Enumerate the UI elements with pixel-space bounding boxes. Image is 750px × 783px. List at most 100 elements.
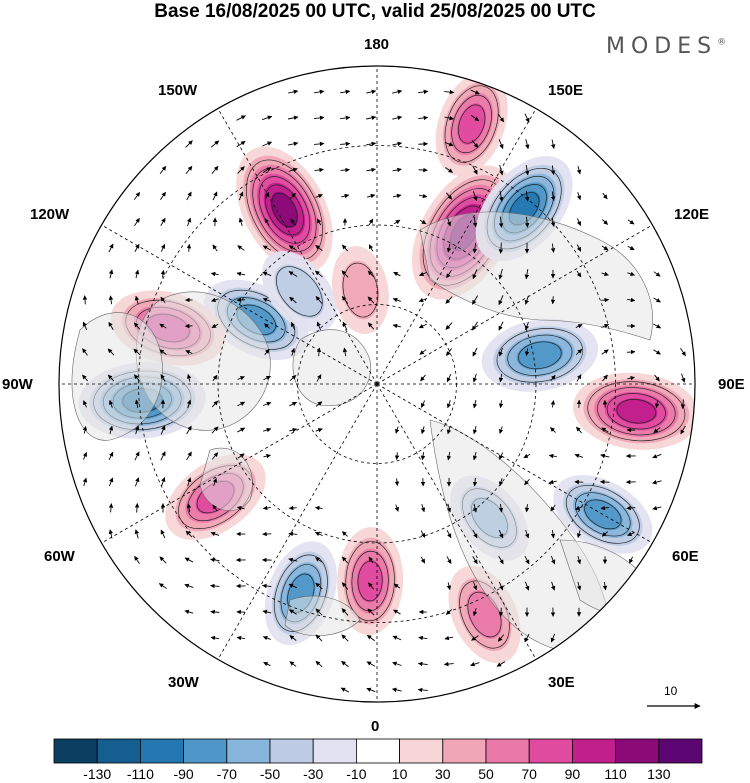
wind-vector [472,216,478,228]
wind-vector [470,114,480,122]
wind-vector [289,427,298,433]
wind-vector [652,453,662,459]
wind-vector [602,219,609,225]
wind-vector [134,269,140,279]
wind-vector [262,115,273,121]
wind-vector [263,427,272,433]
wind-vector [341,556,349,564]
wind-vector [627,245,635,251]
wind-vector [392,193,402,199]
colorbar-swatch [226,738,271,764]
colorbar-tick-label: 70 [521,766,537,782]
wind-vector [108,243,114,253]
wind-vector [576,244,582,252]
wind-vector [108,425,114,434]
wind-vector [444,635,454,641]
wind-vector [418,323,427,329]
wind-vector [601,271,609,277]
colorbar-tick-label: -10 [346,766,367,782]
wind-vector [160,477,166,487]
wind-vector [160,425,166,435]
wind-vector [108,321,114,330]
wind-vector [600,453,610,459]
wind-vector [289,401,297,407]
wind-vector [445,192,453,200]
wind-vector [548,453,557,459]
wind-vector [134,425,140,435]
wind-vector [394,478,400,487]
colorbar-tick-label: 30 [435,766,451,782]
wind-vector [392,115,403,121]
colorbar-swatch [485,738,530,764]
anomaly-contour [252,167,317,252]
wind-vector [212,191,218,201]
wind-vector [498,452,504,460]
lon-label-120w: 120W [30,206,70,223]
wind-vector [289,609,297,615]
wind-vector [210,140,220,148]
wind-vector [186,399,192,409]
meridian-line [376,224,653,385]
wind-vector [627,219,635,225]
wind-vector [472,426,478,435]
wind-vector [236,271,246,277]
wind-vector [366,89,377,95]
colorbar-swatch [183,738,228,764]
lon-label-30e: 30E [548,674,575,691]
wind-vector [236,140,246,148]
wind-vector [472,529,478,539]
wind-vector [392,297,401,303]
wind-vector [107,374,115,382]
wind-vector [160,269,166,278]
wind-vector [550,400,556,408]
colorbar-swatch [572,738,617,764]
wind-vector [133,322,141,330]
wind-vector [316,374,322,382]
wind-vector [446,217,452,227]
wind-vector [471,140,479,148]
wind-vector [237,245,245,251]
wind-vector [367,270,375,278]
wind-vector [446,270,452,279]
wind-vector [548,479,557,485]
wind-vector [315,557,323,563]
wind-vector [314,531,323,537]
wind-vector [524,216,530,228]
meridian-line [101,383,378,544]
wind-vector [420,452,426,461]
wind-vector [237,427,246,433]
wind-vector [108,503,114,513]
wind-vector [342,244,348,252]
anomaly-contour [457,104,486,144]
wind-vector [498,607,504,617]
wind-vector [290,218,296,226]
colorbar-tick-label: -30 [303,766,324,782]
wind-vector [627,297,636,303]
wind-vector [160,451,166,461]
wind-vector [472,451,478,461]
wind-vector [392,167,402,173]
wind-vector [498,478,504,487]
wind-vector [82,452,87,460]
wind-vector [418,89,429,95]
wind-vector [186,191,192,201]
wind-vector [392,89,403,94]
wind-vector [342,321,348,331]
wind-vector [82,321,88,331]
colorbar-swatch [96,738,141,764]
wind-vector [211,426,219,434]
wind-vector [210,531,220,537]
wind-vector [525,139,530,150]
wind-vector [289,635,297,641]
anomaly-blob [435,72,508,177]
wind-vector [419,219,427,225]
wind-vector [680,347,686,357]
wind-vector [313,115,325,121]
wind-vector [134,243,140,252]
wind-vector [498,242,504,254]
wind-vector [524,555,530,565]
wind-vector [160,191,166,201]
wind-vector [160,217,166,226]
wind-vector [654,374,660,382]
wind-vector [600,479,610,485]
